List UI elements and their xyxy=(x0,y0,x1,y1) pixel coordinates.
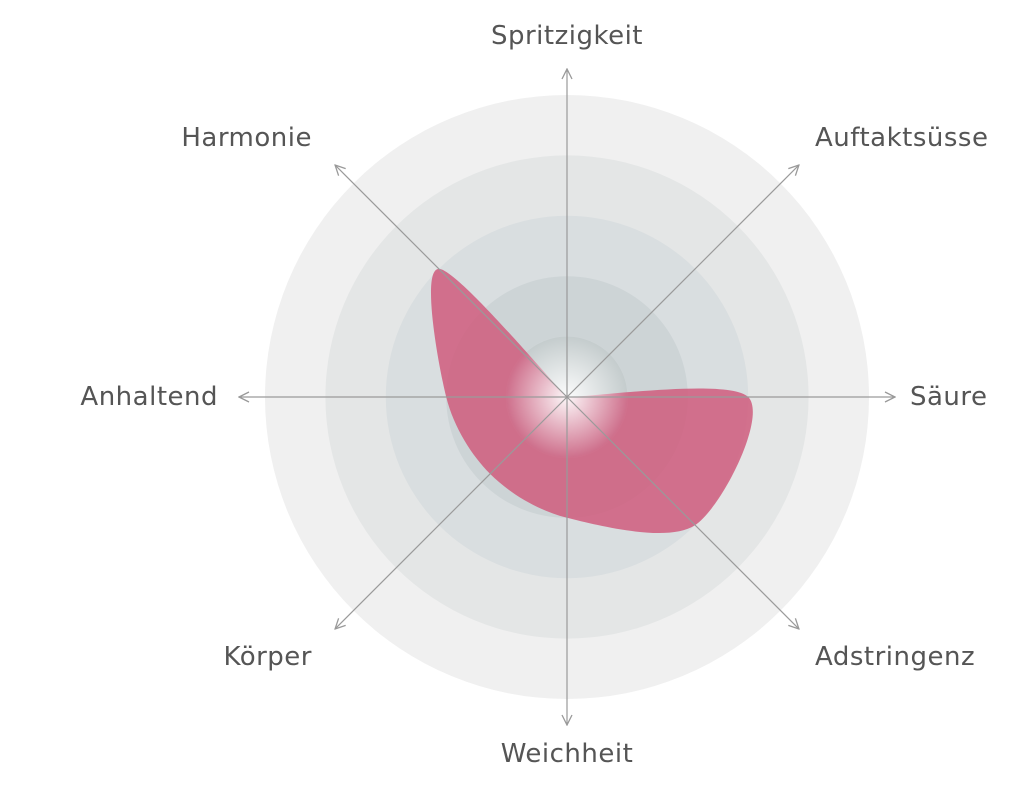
axis-5 xyxy=(335,396,568,629)
axis-label-1: Auftaktsüsse xyxy=(815,123,988,153)
axis-label-3: Adstringenz xyxy=(815,642,975,672)
axis-labels: Spritzigkeit Auftaktsüsse Säure Adstringenz… xyxy=(80,21,988,769)
axis-7 xyxy=(335,165,568,398)
axis-label-2: Säure xyxy=(910,382,988,412)
axis-label-6: Anhaltend xyxy=(80,382,218,412)
axis-label-0: Spritzigkeit xyxy=(491,21,643,51)
axis-1 xyxy=(566,165,799,398)
axis-label-5: Körper xyxy=(223,642,312,672)
axes-group xyxy=(239,69,895,725)
axis-label-4: Weichheit xyxy=(501,739,634,769)
axis-label-7: Harmonie xyxy=(181,123,312,153)
axis-3 xyxy=(566,396,799,629)
